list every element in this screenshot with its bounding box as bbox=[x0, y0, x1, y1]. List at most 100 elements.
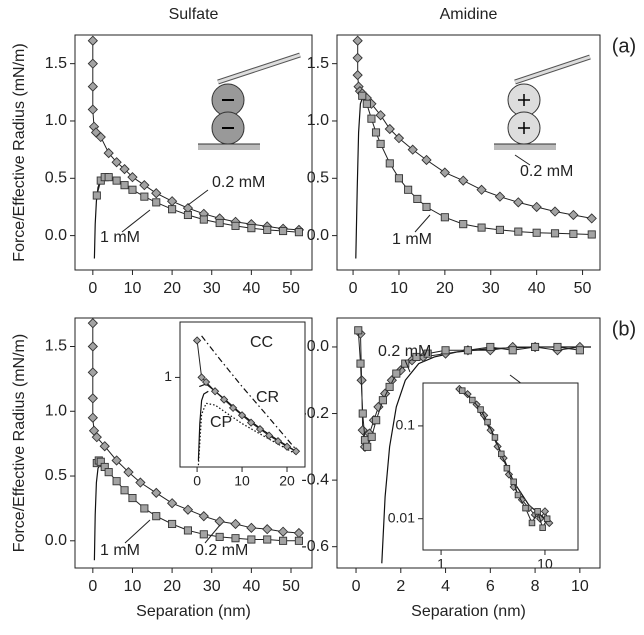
y-tick-label: 0.0 bbox=[307, 227, 329, 244]
marker-diamond bbox=[87, 35, 98, 46]
marker-square bbox=[539, 524, 546, 531]
plot-content bbox=[455, 384, 554, 531]
marker-square bbox=[215, 218, 224, 228]
y-tick-label: 1.0 bbox=[45, 402, 67, 419]
fit-label: CP bbox=[210, 414, 232, 431]
leader-line bbox=[121, 209, 151, 233]
marker-diamond bbox=[87, 58, 98, 69]
marker-diamond bbox=[246, 418, 256, 427]
marker-diamond bbox=[493, 442, 502, 451]
marker-square bbox=[528, 519, 536, 527]
marker-diamond bbox=[277, 526, 289, 537]
marker-square bbox=[168, 519, 177, 529]
marker-square bbox=[412, 352, 421, 361]
plot-area bbox=[423, 383, 578, 550]
x-tick-label: 40 bbox=[528, 280, 546, 297]
x-tick-label: 10 bbox=[124, 280, 142, 297]
series-label: 0.2 mM bbox=[212, 174, 265, 191]
marker-diamond bbox=[352, 35, 363, 46]
fit-label: CC bbox=[250, 334, 273, 351]
marker-square bbox=[463, 346, 472, 355]
fit-line bbox=[201, 335, 297, 450]
marker-diamond bbox=[407, 144, 418, 155]
marker-diamond bbox=[192, 336, 202, 345]
series-label: 0.2 mM bbox=[378, 343, 431, 360]
marker-square bbox=[440, 213, 449, 222]
marker-square bbox=[441, 346, 450, 355]
fit-line bbox=[355, 95, 364, 259]
marker-square bbox=[477, 223, 486, 232]
marker-square bbox=[514, 491, 522, 499]
x-tick-label: 30 bbox=[203, 280, 221, 297]
marker-square bbox=[486, 342, 495, 352]
marker-square bbox=[532, 228, 541, 237]
axes-frame bbox=[422, 382, 579, 551]
marker-square bbox=[294, 228, 303, 237]
x-tick-label: 40 bbox=[242, 280, 260, 297]
marker-diamond bbox=[421, 154, 432, 166]
marker-diamond bbox=[95, 131, 106, 143]
marker-square bbox=[469, 396, 476, 404]
marker-diamond bbox=[127, 172, 138, 183]
y-tick-label: 1 bbox=[164, 368, 172, 384]
marker-square bbox=[503, 464, 511, 472]
x-tick-label: 20 bbox=[436, 280, 454, 297]
marker-square bbox=[120, 181, 129, 190]
marker-diamond bbox=[197, 373, 206, 382]
marker-square bbox=[247, 535, 256, 544]
marker-square bbox=[231, 534, 240, 543]
y-tick-label: 1.5 bbox=[45, 338, 67, 355]
marker-square bbox=[550, 229, 560, 238]
marker-square bbox=[140, 504, 149, 513]
plot-content bbox=[354, 326, 591, 564]
y-tick-label: 0.0 bbox=[307, 338, 329, 355]
x-tick-label: 8 bbox=[531, 578, 540, 595]
x-tick-label: 20 bbox=[279, 473, 295, 489]
marker-diamond bbox=[494, 191, 506, 202]
marker-square bbox=[92, 191, 101, 200]
x-tick-label: 0 bbox=[88, 578, 97, 595]
axes-frame bbox=[74, 317, 313, 569]
marker-square bbox=[360, 436, 370, 445]
y-tick-label: 0.0 bbox=[45, 532, 67, 549]
x-tick-label: 50 bbox=[574, 280, 592, 297]
marker-square bbox=[358, 409, 367, 418]
marker-square bbox=[168, 205, 177, 214]
x-tick-label: 0 bbox=[193, 473, 201, 489]
marker-diamond bbox=[119, 163, 130, 175]
marker-diamond bbox=[139, 180, 150, 191]
marker-square bbox=[354, 326, 363, 335]
marker-square bbox=[508, 346, 517, 355]
marker-square bbox=[587, 230, 596, 239]
fit-line bbox=[197, 390, 209, 461]
fit-label: CR bbox=[256, 389, 279, 406]
marker-diamond bbox=[91, 432, 102, 443]
marker-square bbox=[263, 535, 272, 544]
marker-square bbox=[394, 174, 404, 183]
x-tick-label: 30 bbox=[203, 578, 221, 595]
marker-diamond bbox=[219, 395, 229, 404]
panel-label: (b) bbox=[612, 318, 636, 340]
x-tick-label: 10 bbox=[124, 578, 142, 595]
marker-square bbox=[413, 194, 422, 203]
marker-square bbox=[376, 139, 385, 148]
y-tick-label: 0.0 bbox=[45, 227, 67, 244]
panel-label: (a) bbox=[612, 35, 636, 57]
marker-square bbox=[392, 369, 401, 378]
plot-area bbox=[75, 35, 312, 270]
x-tick-label: 0 bbox=[352, 578, 361, 595]
y-tick-label: 1.5 bbox=[307, 55, 329, 72]
marker-square bbox=[423, 349, 432, 358]
series-label: 1 mM bbox=[100, 229, 140, 246]
marker-diamond bbox=[352, 52, 363, 64]
marker-square bbox=[152, 198, 161, 207]
x-tick-label: 30 bbox=[482, 280, 500, 297]
marker-diamond bbox=[151, 188, 162, 199]
fit-line bbox=[197, 402, 297, 466]
marker-square bbox=[358, 91, 367, 100]
marker-diamond bbox=[201, 377, 211, 387]
column-title: Sulfate bbox=[169, 6, 219, 23]
marker-square bbox=[294, 536, 303, 545]
x-axis-label: Separation (nm) bbox=[411, 603, 526, 620]
